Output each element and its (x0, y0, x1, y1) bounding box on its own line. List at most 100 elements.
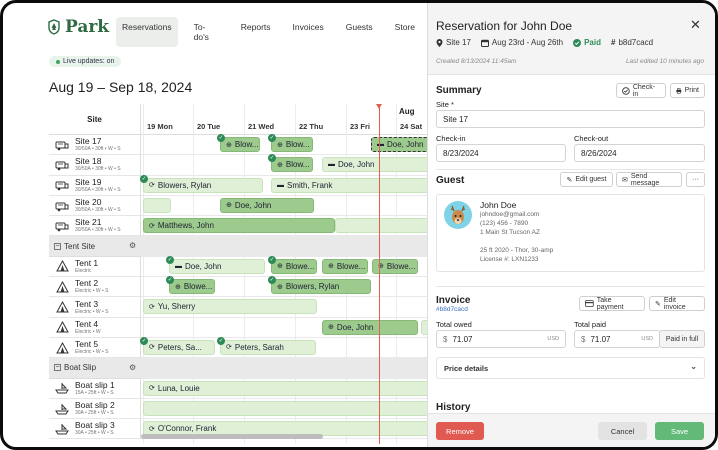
checked-in-icon: ✓ (268, 255, 276, 264)
site-group-tent-site[interactable]: − Tent Site ⚙ (49, 236, 141, 257)
reservation-bar[interactable] (421, 319, 427, 335)
globe-icon: ⊕ (328, 263, 334, 271)
site-amenities: Electric • W (75, 328, 101, 335)
take-payment-button[interactable]: Take payment (579, 296, 645, 311)
reservation-bar[interactable]: ⊕ Blow... (220, 137, 260, 152)
edit-guest-button[interactable]: ✎ Edit guest (560, 172, 613, 187)
total-owed-field[interactable]: $71.07 USD (436, 330, 566, 348)
check-in-button[interactable]: Check-in (616, 83, 666, 98)
site-row[interactable]: Tent 3 Electric • W • S (49, 297, 141, 318)
save-button[interactable]: Save (655, 422, 704, 440)
site-row[interactable]: Boat slip 2 30A • 25ft • W • S (49, 398, 141, 420)
total-paid-field[interactable]: $71.07 USD (574, 330, 660, 348)
guest-email[interactable]: johndoe@gmail.com (480, 211, 540, 218)
reservation-bar[interactable]: ⊕ Blowe... (271, 258, 317, 274)
site-row[interactable]: Tent 1 Electric (49, 256, 141, 278)
nav-item-invoices[interactable]: Invoices (292, 22, 324, 32)
reservation-bar[interactable]: ⊕ Blowe... (169, 279, 215, 295)
card-icon (585, 300, 594, 307)
reservation-bar[interactable]: ⊕ Doe, John (322, 319, 418, 335)
site-row[interactable]: Site 18 30/50A • 30ft • W • S (49, 155, 141, 176)
horizontal-scrollbar[interactable] (141, 434, 323, 439)
app-logo[interactable]: Park (47, 17, 109, 37)
remove-button[interactable]: Remove (436, 422, 484, 440)
currency-symbol: $ (443, 334, 448, 344)
day-header: 19 Mon (147, 122, 173, 131)
edit-invoice-button[interactable]: ✎ Edit invoice (649, 296, 705, 311)
site-row[interactable]: Boat slip 1 15A • 25ft • W • S (49, 378, 141, 399)
reservation-bar[interactable]: ⊕ Blow... (271, 157, 313, 173)
reservation-bar[interactable]: ⟳ Matthews, John (143, 218, 335, 234)
checkout-date-field[interactable]: 8/26/2024 (574, 144, 705, 162)
site-amenities: Electric (75, 267, 92, 274)
reservation-bar[interactable]: ▬ Doe, John (371, 137, 427, 152)
day-gridline (295, 104, 296, 444)
nav-item-guests[interactable]: Guests (345, 22, 373, 32)
site-row[interactable]: Site 19 30/50A • 30ft • W • S (49, 175, 141, 196)
site-row[interactable]: Site 20 30/50A • 30ft • W • S (49, 195, 141, 217)
nav-item-to-do-s[interactable]: To-do's (193, 22, 209, 42)
reservation-bar[interactable]: ⟳ Peters, Sarah (220, 339, 316, 355)
reservation-bar[interactable]: ▬ Smith, Frank (271, 177, 427, 193)
price-details-accordion[interactable]: Price details ⌄ (436, 357, 705, 379)
reservation-bar[interactable]: ⟳ Luna, Louie (143, 380, 427, 396)
reservation-bar[interactable]: ⊕ Blowers, Rylan (271, 279, 371, 295)
more-options-button[interactable]: ··· (686, 172, 705, 187)
reservation-bar[interactable] (335, 218, 427, 234)
site-row[interactable]: Site 17 30/50A • 30ft • W • S (49, 135, 141, 156)
site-row[interactable]: Site 21 30/50A • 30ft • W • S (49, 216, 141, 237)
print-button[interactable]: Print (670, 83, 705, 98)
reservation-bar[interactable]: ⊕ Blowe... (322, 258, 368, 274)
site-name: Site 18 (75, 156, 102, 167)
timeline-header: Aug 19 Mon 20 Tue 21 Wed 22 Thu 23 Fri 24 Sat (141, 104, 427, 135)
reservation-guest: Blow... (234, 140, 259, 149)
reservation-guest: Doe, John (338, 160, 375, 170)
reservation-bar[interactable]: ⊕ Blow... (271, 137, 313, 152)
gear-icon[interactable]: ⚙ (129, 241, 137, 251)
nav-item-store[interactable]: Store (394, 22, 415, 32)
live-updates-badge[interactable]: Live updates: on (49, 56, 122, 67)
sailboat-icon (55, 382, 69, 395)
currency-code: USD (641, 336, 653, 342)
site-row[interactable]: Boat slip 3 30A • 25ft • W • S (49, 419, 141, 440)
timeline-row: ⟳ Luna, Louie (141, 379, 427, 399)
collapse-icon[interactable]: − (54, 242, 61, 250)
month-label: Aug (399, 107, 415, 116)
globe-icon: ⊕ (277, 263, 283, 271)
timeline-row: ⊕ Blow... ✓ ⊕ Blow... ✓ ▬ Doe, John (141, 134, 427, 156)
reservation-bar[interactable] (143, 400, 427, 416)
reservation-bar[interactable]: ▬ Doe, John (322, 157, 427, 173)
reservation-bar[interactable]: ▬ Doe, John (169, 258, 265, 274)
rv-icon (55, 138, 69, 151)
site-row[interactable]: Tent 4 Electric • W (49, 317, 141, 338)
paid-in-full-button[interactable]: Paid in full (659, 330, 705, 348)
checkin-date-field[interactable]: 8/23/2024 (436, 144, 566, 162)
reservation-bar[interactable]: ⊕ Blowe... (372, 258, 418, 274)
nav-item-reservations[interactable]: Reservations (116, 17, 178, 47)
gear-icon[interactable]: ⚙ (129, 363, 137, 373)
chevron-down-icon: ⌄ (690, 362, 697, 371)
site-row[interactable]: Tent 2 Electric • W • S (49, 277, 141, 298)
refresh-icon: ⟳ (149, 222, 155, 230)
divider (436, 286, 705, 287)
reservation-guest: Blow... (285, 140, 310, 149)
reservation-bar[interactable]: ⟳ Peters, Sa... (143, 339, 215, 355)
reservation-bar[interactable]: ⟳ Yu, Sherry (143, 299, 317, 315)
site-row[interactable]: Tent 5 Electric • W • S (49, 337, 141, 359)
cancel-button[interactable]: Cancel (598, 422, 647, 440)
site-field[interactable]: Site 17 (436, 110, 705, 128)
reservation-bar[interactable]: ⊕ Doe, John (220, 197, 314, 213)
timeline-row: ⊕ Blow... ✓ ▬ Doe, John (141, 154, 427, 176)
main-nav: Reservations To-do's Reports Invoices Guests… (116, 17, 427, 47)
collapse-icon[interactable]: − (54, 364, 61, 372)
invoice-code-link[interactable]: #b8d7cacd (436, 306, 468, 313)
reservation-bar[interactable] (143, 197, 171, 213)
site-group-boat-slip[interactable]: − Boat Slip ⚙ (49, 358, 141, 379)
send-message-button[interactable]: ✉ Send message (616, 172, 682, 187)
total-paid-label: Total paid (574, 320, 607, 329)
site-field-label: Site * (436, 100, 454, 109)
live-dot-icon (56, 59, 60, 64)
reservation-bar[interactable]: ⟳ Blowers, Rylan (143, 177, 263, 193)
nav-item-reports[interactable]: Reports (240, 22, 271, 32)
close-icon[interactable]: ✕ (690, 17, 701, 32)
